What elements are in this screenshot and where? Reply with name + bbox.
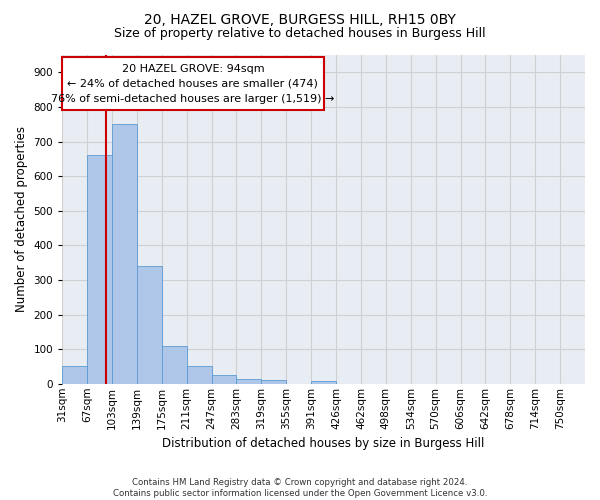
Text: 20, HAZEL GROVE, BURGESS HILL, RH15 0BY: 20, HAZEL GROVE, BURGESS HILL, RH15 0BY [144, 12, 456, 26]
Bar [212, 375, 236, 384]
Bar [112, 124, 137, 384]
Text: 76% of semi-detached houses are larger (1,519) →: 76% of semi-detached houses are larger (… [51, 94, 335, 104]
Text: 20 HAZEL GROVE: 94sqm: 20 HAZEL GROVE: 94sqm [122, 64, 264, 74]
FancyBboxPatch shape [62, 56, 323, 110]
Bar [262, 380, 286, 384]
Bar [187, 366, 212, 384]
Text: Size of property relative to detached houses in Burgess Hill: Size of property relative to detached ho… [114, 28, 486, 40]
Bar [87, 156, 112, 384]
Bar [311, 381, 336, 384]
Bar [162, 346, 187, 384]
Bar [236, 378, 262, 384]
Text: Contains HM Land Registry data © Crown copyright and database right 2024.
Contai: Contains HM Land Registry data © Crown c… [113, 478, 487, 498]
Bar [62, 366, 87, 384]
Text: ← 24% of detached houses are smaller (474): ← 24% of detached houses are smaller (47… [67, 78, 319, 88]
Y-axis label: Number of detached properties: Number of detached properties [15, 126, 28, 312]
X-axis label: Distribution of detached houses by size in Burgess Hill: Distribution of detached houses by size … [163, 437, 485, 450]
Bar [137, 266, 162, 384]
